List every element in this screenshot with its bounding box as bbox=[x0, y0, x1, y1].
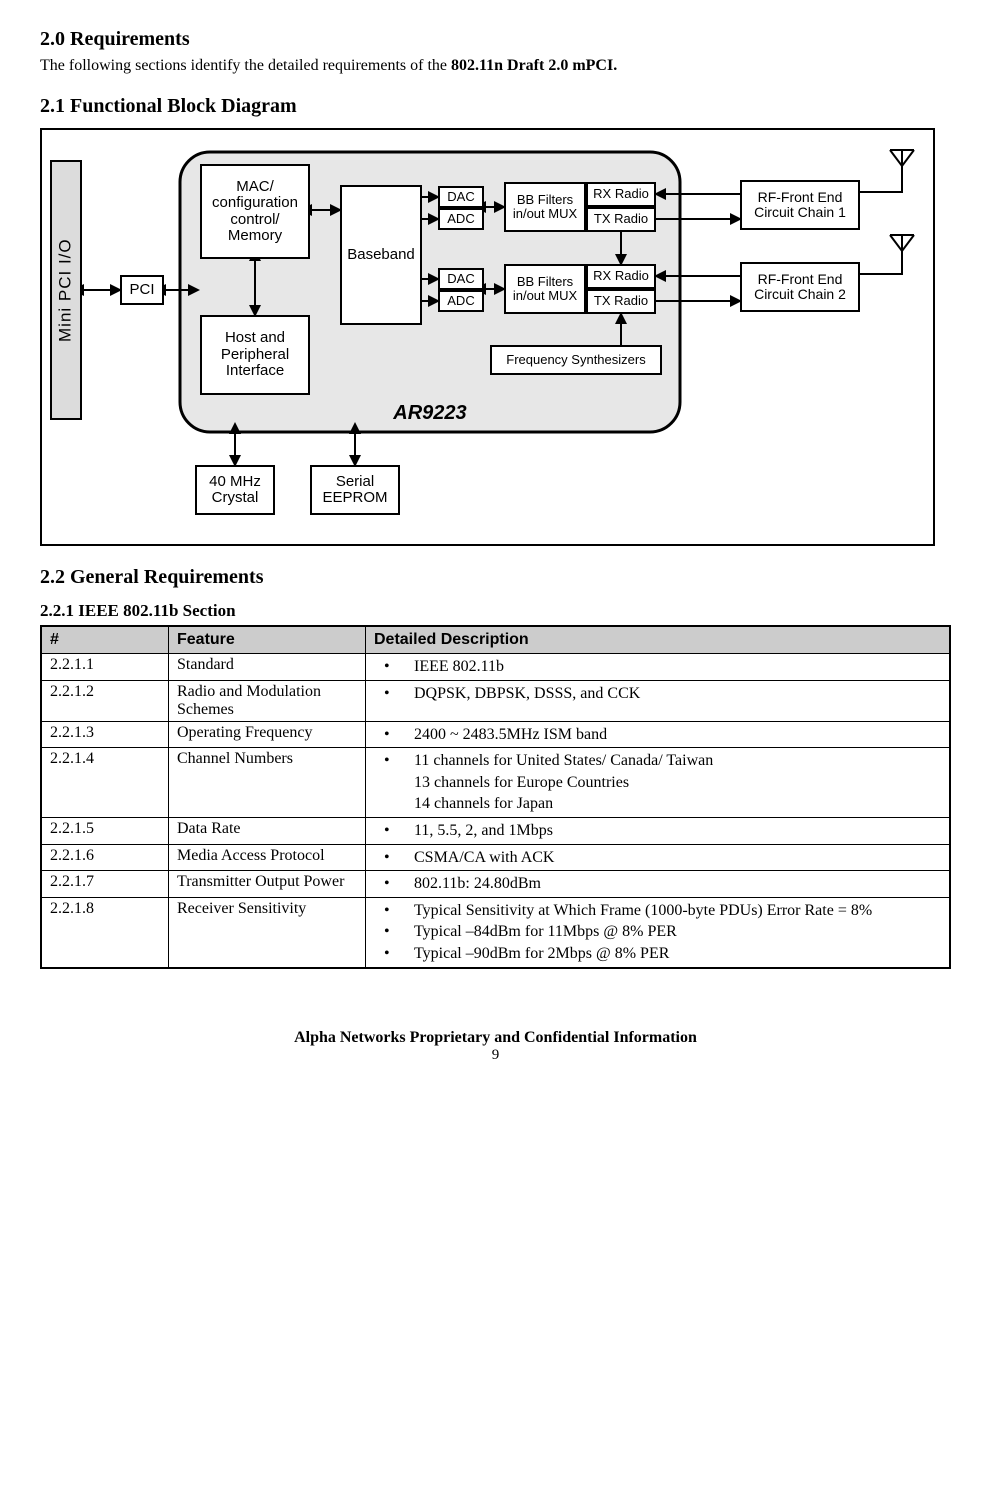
cell-desc: DQPSK, DBPSK, DSSS, and CCK bbox=[366, 680, 951, 721]
block-diagram-container: Mini PCI I/O PCI MAC/configurationcontrol/… bbox=[40, 128, 935, 546]
block-adc2: ADC bbox=[438, 290, 484, 312]
table-row: 2.2.1.7Transmitter Output Power 802.11b: … bbox=[41, 871, 950, 898]
cell-desc: 2400 ~ 2483.5MHz ISM band bbox=[366, 721, 951, 748]
block-diagram: Mini PCI I/O PCI MAC/configurationcontrol/… bbox=[50, 140, 925, 540]
antenna-connector bbox=[860, 178, 902, 192]
block-rx1: RX Radio bbox=[586, 182, 656, 207]
desc-item: 13 channels for Europe Countries bbox=[374, 772, 941, 794]
block-dac1: DAC bbox=[438, 186, 484, 208]
block-bb2: BB Filtersin/out MUX bbox=[504, 264, 586, 314]
intro-paragraph: The following sections identify the deta… bbox=[40, 57, 951, 75]
cell-feature: Media Access Protocol bbox=[169, 844, 366, 871]
cell-num: 2.2.1.7 bbox=[41, 871, 169, 898]
cell-num: 2.2.1.8 bbox=[41, 897, 169, 967]
cell-desc: 11 channels for United States/ Canada/ T… bbox=[366, 748, 951, 818]
block-freq: Frequency Synthesizers bbox=[490, 345, 662, 375]
table-row: 2.2.1.4Channel Numbers 11 channels for Un… bbox=[41, 748, 950, 818]
block-rx2: RX Radio bbox=[586, 264, 656, 289]
desc-item: 802.11b: 24.80dBm bbox=[374, 873, 941, 895]
block-mac: MAC/configurationcontrol/Memory bbox=[200, 164, 310, 259]
cell-desc: 802.11b: 24.80dBm bbox=[366, 871, 951, 898]
desc-item: 11 channels for United States/ Canada/ T… bbox=[374, 750, 941, 772]
cell-desc: Typical Sensitivity at Which Frame (1000… bbox=[366, 897, 951, 967]
col-header-num: # bbox=[41, 626, 169, 654]
block-rf1: RF-Front EndCircuit Chain 1 bbox=[740, 180, 860, 230]
intro-text: The following sections identify the deta… bbox=[40, 57, 451, 74]
antenna-connector bbox=[860, 263, 902, 274]
page-number: 9 bbox=[40, 1047, 951, 1064]
cell-num: 2.2.1.5 bbox=[41, 817, 169, 844]
desc-item: Typical Sensitivity at Which Frame (1000… bbox=[374, 900, 941, 922]
cell-feature: Data Rate bbox=[169, 817, 366, 844]
block-rf2: RF-Front EndCircuit Chain 2 bbox=[740, 262, 860, 312]
heading-2-1: 2.1 Functional Block Diagram bbox=[40, 95, 951, 118]
cell-feature: Transmitter Output Power bbox=[169, 871, 366, 898]
cell-feature: Channel Numbers bbox=[169, 748, 366, 818]
table-row: 2.2.1.1Standard IEEE 802.11b bbox=[41, 654, 950, 681]
block-crystal: 40 MHzCrystal bbox=[195, 465, 275, 515]
block-host: Host andPeripheralInterface bbox=[200, 315, 310, 395]
block-tx1: TX Radio bbox=[586, 207, 656, 232]
cell-desc: IEEE 802.11b bbox=[366, 654, 951, 681]
desc-item: 11, 5.5, 2, and 1Mbps bbox=[374, 820, 941, 842]
desc-item: 2400 ~ 2483.5MHz ISM band bbox=[374, 724, 941, 746]
block-adc1: ADC bbox=[438, 208, 484, 230]
desc-item: DQPSK, DBPSK, DSSS, and CCK bbox=[374, 683, 941, 705]
desc-item: Typical –84dBm for 11Mbps @ 8% PER bbox=[374, 921, 941, 943]
heading-2-2: 2.2 General Requirements bbox=[40, 566, 951, 589]
cell-desc: 11, 5.5, 2, and 1Mbps bbox=[366, 817, 951, 844]
table-row: 2.2.1.8Receiver Sensitivity Typical Sensi… bbox=[41, 897, 950, 967]
footer-confidential: Alpha Networks Proprietary and Confident… bbox=[40, 1029, 951, 1047]
desc-item: 14 channels for Japan bbox=[374, 793, 941, 815]
block-baseband: Baseband bbox=[340, 185, 422, 325]
cell-desc: CSMA/CA with ACK bbox=[366, 844, 951, 871]
cell-feature: Operating Frequency bbox=[169, 721, 366, 748]
block-pci: PCI bbox=[120, 275, 164, 305]
desc-item: CSMA/CA with ACK bbox=[374, 847, 941, 869]
cell-feature: Standard bbox=[169, 654, 366, 681]
block-dac2: DAC bbox=[438, 268, 484, 290]
block-bb1: BB Filtersin/out MUX bbox=[504, 182, 586, 232]
cell-num: 2.2.1.3 bbox=[41, 721, 169, 748]
cell-feature: Radio and Modulation Schemes bbox=[169, 680, 366, 721]
desc-item: IEEE 802.11b bbox=[374, 656, 941, 678]
table-row: 2.2.1.3Operating Frequency 2400 ~ 2483.5M… bbox=[41, 721, 950, 748]
col-header-desc: Detailed Description bbox=[366, 626, 951, 654]
cell-feature: Receiver Sensitivity bbox=[169, 897, 366, 967]
block-minipci: Mini PCI I/O bbox=[50, 160, 82, 420]
heading-2-2-1: 2.2.1 IEEE 802.11b Section bbox=[40, 601, 951, 621]
block-tx2: TX Radio bbox=[586, 289, 656, 314]
intro-bold: 802.11n Draft 2.0 mPCI. bbox=[451, 57, 617, 74]
chip-label: AR9223 bbox=[380, 402, 480, 425]
cell-num: 2.2.1.1 bbox=[41, 654, 169, 681]
cell-num: 2.2.1.2 bbox=[41, 680, 169, 721]
table-header-row: # Feature Detailed Description bbox=[41, 626, 950, 654]
requirements-table: # Feature Detailed Description 2.2.1.1St… bbox=[40, 625, 951, 969]
cell-num: 2.2.1.4 bbox=[41, 748, 169, 818]
heading-2-0: 2.0 Requirements bbox=[40, 28, 951, 51]
table-row: 2.2.1.6Media Access Protocol CSMA/CA with… bbox=[41, 844, 950, 871]
cell-num: 2.2.1.6 bbox=[41, 844, 169, 871]
table-row: 2.2.1.2Radio and Modulation Schemes DQPSK… bbox=[41, 680, 950, 721]
col-header-feature: Feature bbox=[169, 626, 366, 654]
table-row: 2.2.1.5Data Rate 11, 5.5, 2, and 1Mbps bbox=[41, 817, 950, 844]
desc-item: Typical –90dBm for 2Mbps @ 8% PER bbox=[374, 943, 941, 965]
block-eeprom: SerialEEPROM bbox=[310, 465, 400, 515]
